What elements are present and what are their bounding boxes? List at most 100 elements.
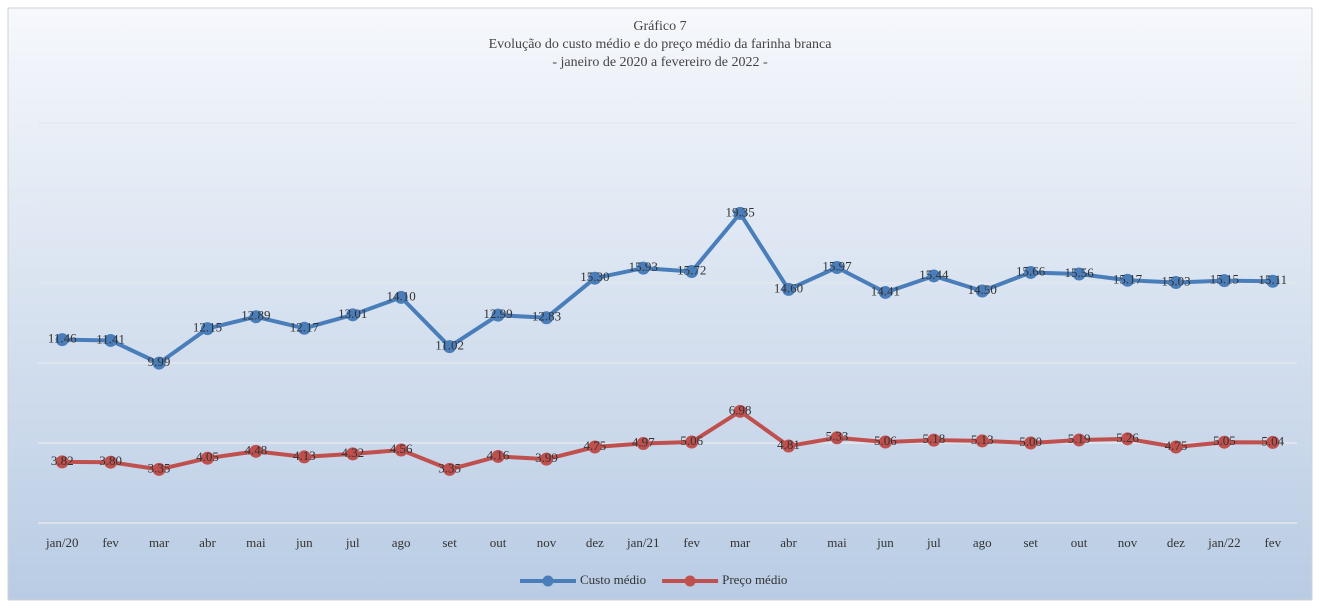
data-label: 14.10: [387, 288, 416, 303]
data-label: 15.72: [677, 262, 706, 277]
point: [975, 434, 989, 448]
x-tick-label: abr: [199, 535, 216, 550]
point: [830, 431, 844, 445]
point: [636, 436, 650, 450]
data-label: 5.06: [874, 433, 897, 448]
data-label: 3.80: [99, 453, 122, 468]
x-tick-label: nov: [1118, 535, 1138, 550]
point: [55, 455, 69, 469]
series-line: [62, 211, 1273, 366]
x-tick-label: dez: [1167, 535, 1185, 550]
data-label: 4.75: [583, 438, 606, 453]
data-label: 5.18: [922, 431, 945, 446]
data-label: 4.05: [196, 449, 219, 464]
point: [1072, 267, 1086, 281]
data-label: 14.41: [871, 283, 900, 298]
chart-subtitle: Evolução do custo médio e do preço médio…: [489, 37, 833, 52]
data-label: 5.06: [680, 433, 703, 448]
x-tick-label: fev: [1264, 535, 1281, 550]
point: [1217, 435, 1231, 449]
x-tick-label: set: [1023, 535, 1038, 550]
x-tick-label: dez: [586, 535, 604, 550]
data-label: 15.97: [822, 258, 852, 273]
chart-subtitle: - janeiro de 2020 a fevereiro de 2022 -: [552, 55, 768, 70]
point: [249, 310, 263, 324]
x-tick-label: out: [1071, 535, 1088, 550]
legend-marker: [542, 575, 554, 587]
data-label: 12.15: [193, 320, 222, 335]
data-label: 11.46: [48, 331, 77, 346]
point: [491, 308, 505, 322]
data-label: 12.99: [483, 306, 512, 321]
point: [200, 451, 214, 465]
point: [733, 404, 747, 418]
data-label: 5.00: [1019, 434, 1042, 449]
legend-marker: [684, 575, 696, 587]
data-label: 3.35: [438, 460, 461, 475]
data-label: 4.32: [341, 445, 364, 460]
point: [685, 264, 699, 278]
x-tick-label: out: [490, 535, 507, 550]
data-label: 3.82: [51, 453, 74, 468]
point: [1169, 276, 1183, 290]
point: [733, 206, 747, 220]
point: [1121, 273, 1135, 287]
x-tick-label: jun: [876, 535, 894, 550]
data-label: 5.04: [1261, 433, 1284, 448]
data-label: 15.30: [580, 269, 609, 284]
point: [927, 269, 941, 283]
data-label: 15.44: [919, 267, 949, 282]
point: [830, 260, 844, 274]
x-tick-label: fev: [683, 535, 700, 550]
data-label: 4.97: [632, 434, 655, 449]
point: [297, 321, 311, 335]
data-label: 11.41: [96, 331, 125, 346]
point: [975, 284, 989, 298]
point: [443, 462, 457, 476]
point: [297, 450, 311, 464]
point: [539, 452, 553, 466]
chart-background: [7, 7, 1313, 601]
data-label: 4.16: [487, 447, 510, 462]
data-label: 4.81: [777, 437, 800, 452]
data-label: 4.75: [1165, 438, 1188, 453]
data-label: 15.56: [1064, 265, 1094, 280]
x-tick-label: ago: [392, 535, 411, 550]
data-label: 3.99: [535, 450, 558, 465]
data-label: 15.17: [1113, 271, 1143, 286]
x-tick-label: jul: [345, 535, 360, 550]
data-label: 15.03: [1161, 274, 1190, 289]
data-label: 4.56: [390, 441, 413, 456]
data-label: 4.13: [293, 448, 316, 463]
point: [782, 282, 796, 296]
x-tick-label: mai: [827, 535, 847, 550]
point: [346, 308, 360, 322]
point: [636, 261, 650, 275]
point: [1024, 436, 1038, 450]
point: [152, 462, 166, 476]
x-tick-label: fev: [102, 535, 119, 550]
point: [1266, 435, 1280, 449]
point: [927, 433, 941, 447]
x-tick-label: mar: [730, 535, 751, 550]
point: [1024, 265, 1038, 279]
data-label: 5.26: [1116, 430, 1139, 445]
x-tick-label: set: [442, 535, 457, 550]
data-label: 12.89: [241, 308, 270, 323]
data-label: 9.99: [148, 354, 171, 369]
chart-title: Gráfico 7: [633, 19, 686, 34]
point: [1072, 433, 1086, 447]
data-label: 19.35: [726, 204, 755, 219]
data-label: 15.15: [1210, 272, 1239, 287]
point: [491, 449, 505, 463]
x-tick-label: ago: [973, 535, 992, 550]
data-label: 15.11: [1258, 272, 1287, 287]
x-tick-label: jun: [295, 535, 313, 550]
data-label: 15.66: [1016, 263, 1046, 278]
point: [346, 447, 360, 461]
data-label: 12.83: [532, 309, 561, 324]
data-label: 3.35: [148, 460, 171, 475]
point: [152, 356, 166, 370]
x-tick-label: jan/22: [1207, 535, 1241, 550]
